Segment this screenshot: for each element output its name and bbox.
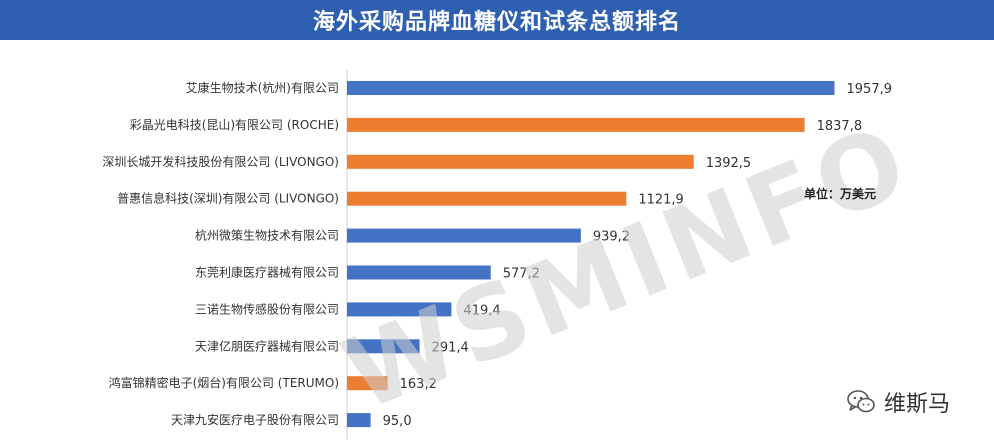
category-label: 天津亿朋医疗器械有限公司 xyxy=(195,338,339,353)
bar xyxy=(347,228,581,243)
value-label: 939,2 xyxy=(593,230,630,245)
wechat-bubble-icon xyxy=(847,390,875,413)
bar xyxy=(347,117,805,132)
bar xyxy=(347,81,835,95)
category-label: 三诺生物传感股份有限公司 xyxy=(195,301,339,316)
value-label: 1121,9 xyxy=(638,193,684,208)
value-label: 577,2 xyxy=(503,267,540,282)
chart-title: 海外采购品牌血糖仪和试条总额排名 xyxy=(312,10,681,35)
value-label: 95,0 xyxy=(383,414,412,429)
unit-label: 单位：万美元 xyxy=(804,187,877,201)
bar xyxy=(347,302,452,317)
value-label: 163,2 xyxy=(400,377,437,392)
category-label: 普惠信息科技(深圳)有限公司 (LIVONGO) xyxy=(117,191,339,206)
category-label: 深圳长城开发科技股份有限公司 (LIVONGO) xyxy=(102,154,339,169)
bar xyxy=(347,339,420,354)
value-label: 1837,8 xyxy=(817,119,863,134)
brand-logo: 维斯马 xyxy=(846,384,950,420)
value-label: 1957,9 xyxy=(847,82,893,97)
value-label: 291,4 xyxy=(432,340,469,355)
bar xyxy=(347,413,371,428)
category-label: 杭州微策生物技术有限公司 xyxy=(195,228,339,243)
bars-layer: 艾康生物技术(杭州)有限公司 1957,9 彩晶光电科技(昆山)有限公司 (ROCH… xyxy=(102,80,892,429)
category-label: 鸿富锦精密电子(烟台)有限公司 (TERUMO) xyxy=(109,375,339,390)
brand-name: 维斯马 xyxy=(884,392,951,417)
category-label: 天津九安医疗电子股份有限公司 xyxy=(171,412,339,427)
value-label: 419,4 xyxy=(463,303,500,318)
bar xyxy=(347,376,388,391)
category-label: 艾康生物技术(杭州)有限公司 xyxy=(186,80,339,95)
bar xyxy=(347,265,491,280)
category-label: 彩晶光电科技(昆山)有限公司 (ROCHE) xyxy=(130,118,339,132)
value-label: 1392,5 xyxy=(706,156,752,171)
bar xyxy=(347,154,694,169)
title-bar: 海外采购品牌血糖仪和试条总额排名 xyxy=(0,0,994,40)
category-label: 东莞利康医疗器械有限公司 xyxy=(195,265,339,280)
bar xyxy=(347,191,627,206)
